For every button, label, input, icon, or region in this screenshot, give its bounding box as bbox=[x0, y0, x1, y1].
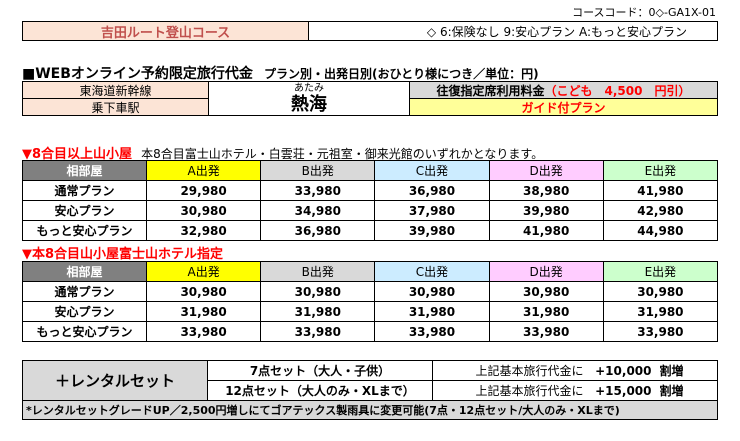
station-label-text: 乗下車駅 bbox=[91, 100, 140, 115]
col-a-header: A出発 bbox=[145, 160, 262, 181]
table-row: 通常プラン 29,980 33,980 36,980 38,980 41,980 bbox=[22, 180, 719, 201]
table-row: 安心プラン 31,980 31,980 31,980 31,980 31,980 bbox=[22, 301, 719, 322]
course-title-text: 吉田ルート登山コース bbox=[100, 25, 231, 41]
col-c-header: C出発 bbox=[374, 261, 490, 282]
price-cell: 39,980 bbox=[374, 220, 490, 241]
section1-heading: ▼8合目以上山小屋 本8合目富士山ホテル・白雲荘・元祖室・御来光館のいずれかとな… bbox=[22, 143, 543, 162]
price-cell: 42,980 bbox=[602, 200, 719, 221]
price-cell: 31,980 bbox=[260, 301, 376, 322]
col-d-header: D出発 bbox=[488, 261, 604, 282]
child-fee-text: （こども 4,500 円引） bbox=[544, 83, 691, 98]
section1-note: 本8合目富士山ホテル・白雲荘・元祖室・御来光館のいずれかとなります。 bbox=[141, 147, 544, 161]
price-cell: 31,980 bbox=[602, 301, 719, 322]
price-cell: 30,980 bbox=[488, 281, 604, 302]
price-cell: 37,980 bbox=[374, 200, 490, 221]
table-row: 安心プラン 30,980 34,980 37,980 39,980 42,980 bbox=[22, 200, 719, 221]
rental-set-name: 7点セット（大人・子供） bbox=[207, 360, 433, 381]
price-heading: ■WEBオンライン予約限定旅行代金 プラン別・出発日別(おひとり様につき／単位：… bbox=[22, 63, 539, 83]
table-row: もっと安心プラン 33,980 33,980 33,980 33,980 33,… bbox=[22, 321, 719, 342]
course-code: コースコード：0◇-GA1X-01 bbox=[572, 6, 716, 19]
price-cell: 33,980 bbox=[602, 321, 719, 342]
price-cell: 41,980 bbox=[488, 220, 604, 241]
price-cell: 33,980 bbox=[260, 321, 376, 342]
price-cell: 30,980 bbox=[260, 281, 376, 302]
section1-title: ▼8合目以上山小屋 bbox=[22, 147, 133, 162]
price-cell: 44,980 bbox=[602, 220, 719, 241]
col-b-header: B出発 bbox=[260, 261, 376, 282]
rental-footnote-row: *レンタルセットグレードUP／2,500円増しにてゴアテックス製雨具に変更可能(… bbox=[22, 400, 718, 420]
price-heading-main: ■WEBオンライン予約限定旅行代金 bbox=[22, 66, 253, 82]
guide-plan: ガイド付プラン bbox=[409, 98, 718, 116]
plan-label: もっと安心プラン bbox=[22, 220, 147, 241]
price-cell: 33,980 bbox=[488, 321, 604, 342]
rental-label: ＋レンタルセット bbox=[22, 360, 208, 401]
plan-label: 安心プラン bbox=[22, 301, 147, 322]
section2-title: ▼本8合目山小屋富士山ホテル指定 bbox=[22, 247, 224, 262]
col-b-header: B出発 bbox=[260, 160, 376, 181]
round-trip-text: 往復指定席利用料金 bbox=[436, 83, 545, 98]
col-e-header: E出発 bbox=[602, 160, 719, 181]
rental-table: ＋レンタルセット 7点セット（大人・子供） 上記基本旅行代金に +10,000 … bbox=[22, 360, 718, 420]
price-cell: 31,980 bbox=[145, 301, 262, 322]
station-name-box: あたみ 熱海 bbox=[208, 81, 410, 116]
price-cell: 41,980 bbox=[602, 180, 719, 201]
price-table-1: 相部屋 A出発 B出発 C出発 D出発 E出発 通常プラン 29,980 33,… bbox=[22, 160, 719, 241]
section2-heading: ▼本8合目山小屋富士山ホテル指定 bbox=[22, 243, 223, 262]
price-cell: 30,980 bbox=[374, 281, 490, 302]
line-name-text: 東海道新幹線 bbox=[79, 83, 152, 98]
price-cell: 36,980 bbox=[260, 220, 376, 241]
plan-label: 通常プラン bbox=[22, 281, 147, 302]
price-cell: 30,980 bbox=[602, 281, 719, 302]
plan-label: 通常プラン bbox=[22, 180, 147, 201]
price-cell: 39,980 bbox=[488, 200, 604, 221]
plan-label: 安心プラン bbox=[22, 200, 147, 221]
rental-set-name: 12点セット（大人のみ・XLまで） bbox=[207, 380, 433, 401]
table-row: 通常プラン 30,980 30,980 30,980 30,980 30,980 bbox=[22, 281, 719, 302]
price-cell: 33,980 bbox=[374, 321, 490, 342]
guide-plan-text: ガイド付プラン bbox=[521, 100, 606, 115]
rental-row: 12点セット（大人のみ・XLまで） 上記基本旅行代金に +15,000 割増 bbox=[23, 380, 718, 401]
plan-label: もっと安心プラン bbox=[22, 321, 147, 342]
col-e-header: E出発 bbox=[602, 261, 719, 282]
rental-amount: +15,000 bbox=[587, 380, 656, 401]
table-header-row: 相部屋 A出発 B出発 C出発 D出発 E出発 bbox=[22, 261, 719, 282]
col-d-header: D出発 bbox=[488, 160, 604, 181]
rental-unit: 割増 bbox=[655, 360, 718, 381]
station-name: 熱海 bbox=[291, 93, 327, 115]
price-cell: 32,980 bbox=[145, 220, 262, 241]
table-header-row: 相部屋 A出発 B出発 C出発 D出発 E出発 bbox=[22, 160, 719, 181]
price-cell: 33,980 bbox=[260, 180, 376, 201]
line-name: 東海道新幹線 bbox=[22, 81, 209, 99]
station-label: 乗下車駅 bbox=[22, 98, 209, 116]
price-cell: 30,980 bbox=[145, 200, 262, 221]
rental-footnote: *レンタルセットグレードUP／2,500円増しにてゴアテックス製雨具に変更可能(… bbox=[22, 400, 718, 420]
col-a-header: A出発 bbox=[145, 261, 262, 282]
price-table-2: 相部屋 A出発 B出発 C出発 D出発 E出発 通常プラン 30,980 30,… bbox=[22, 261, 719, 342]
room-type-header: 相部屋 bbox=[22, 261, 147, 282]
price-cell: 30,980 bbox=[145, 281, 262, 302]
plan-options: ◇ 6:保険なし 9:安心プラン A:もっと安心プラン bbox=[308, 21, 718, 41]
plan-options-text: ◇ 6:保険なし 9:安心プラン A:もっと安心プラン bbox=[426, 24, 687, 39]
col-c-header: C出発 bbox=[374, 160, 490, 181]
price-cell: 31,980 bbox=[374, 301, 490, 322]
rental-row: ＋レンタルセット 7点セット（大人・子供） 上記基本旅行代金に +10,000 … bbox=[22, 360, 718, 401]
course-title: 吉田ルート登山コース bbox=[22, 21, 309, 41]
round-trip-fee: 往復指定席利用料金 （こども 4,500 円引） bbox=[409, 81, 718, 99]
rental-desc: 上記基本旅行代金に bbox=[432, 360, 588, 381]
price-cell: 36,980 bbox=[374, 180, 490, 201]
room-type-header: 相部屋 bbox=[22, 160, 147, 181]
price-cell: 34,980 bbox=[260, 200, 376, 221]
table-row: もっと安心プラン 32,980 36,980 39,980 41,980 44,… bbox=[22, 220, 719, 241]
price-cell: 38,980 bbox=[488, 180, 604, 201]
price-cell: 31,980 bbox=[488, 301, 604, 322]
price-cell: 33,980 bbox=[145, 321, 262, 342]
station-ruby: あたみ bbox=[294, 82, 324, 94]
price-heading-sub: プラン別・出発日別(おひとり様につき／単位：円) bbox=[264, 67, 539, 81]
price-cell: 29,980 bbox=[145, 180, 262, 201]
rental-amount: +10,000 bbox=[587, 360, 656, 381]
rental-unit: 割増 bbox=[655, 380, 718, 401]
rental-desc: 上記基本旅行代金に bbox=[432, 380, 588, 401]
